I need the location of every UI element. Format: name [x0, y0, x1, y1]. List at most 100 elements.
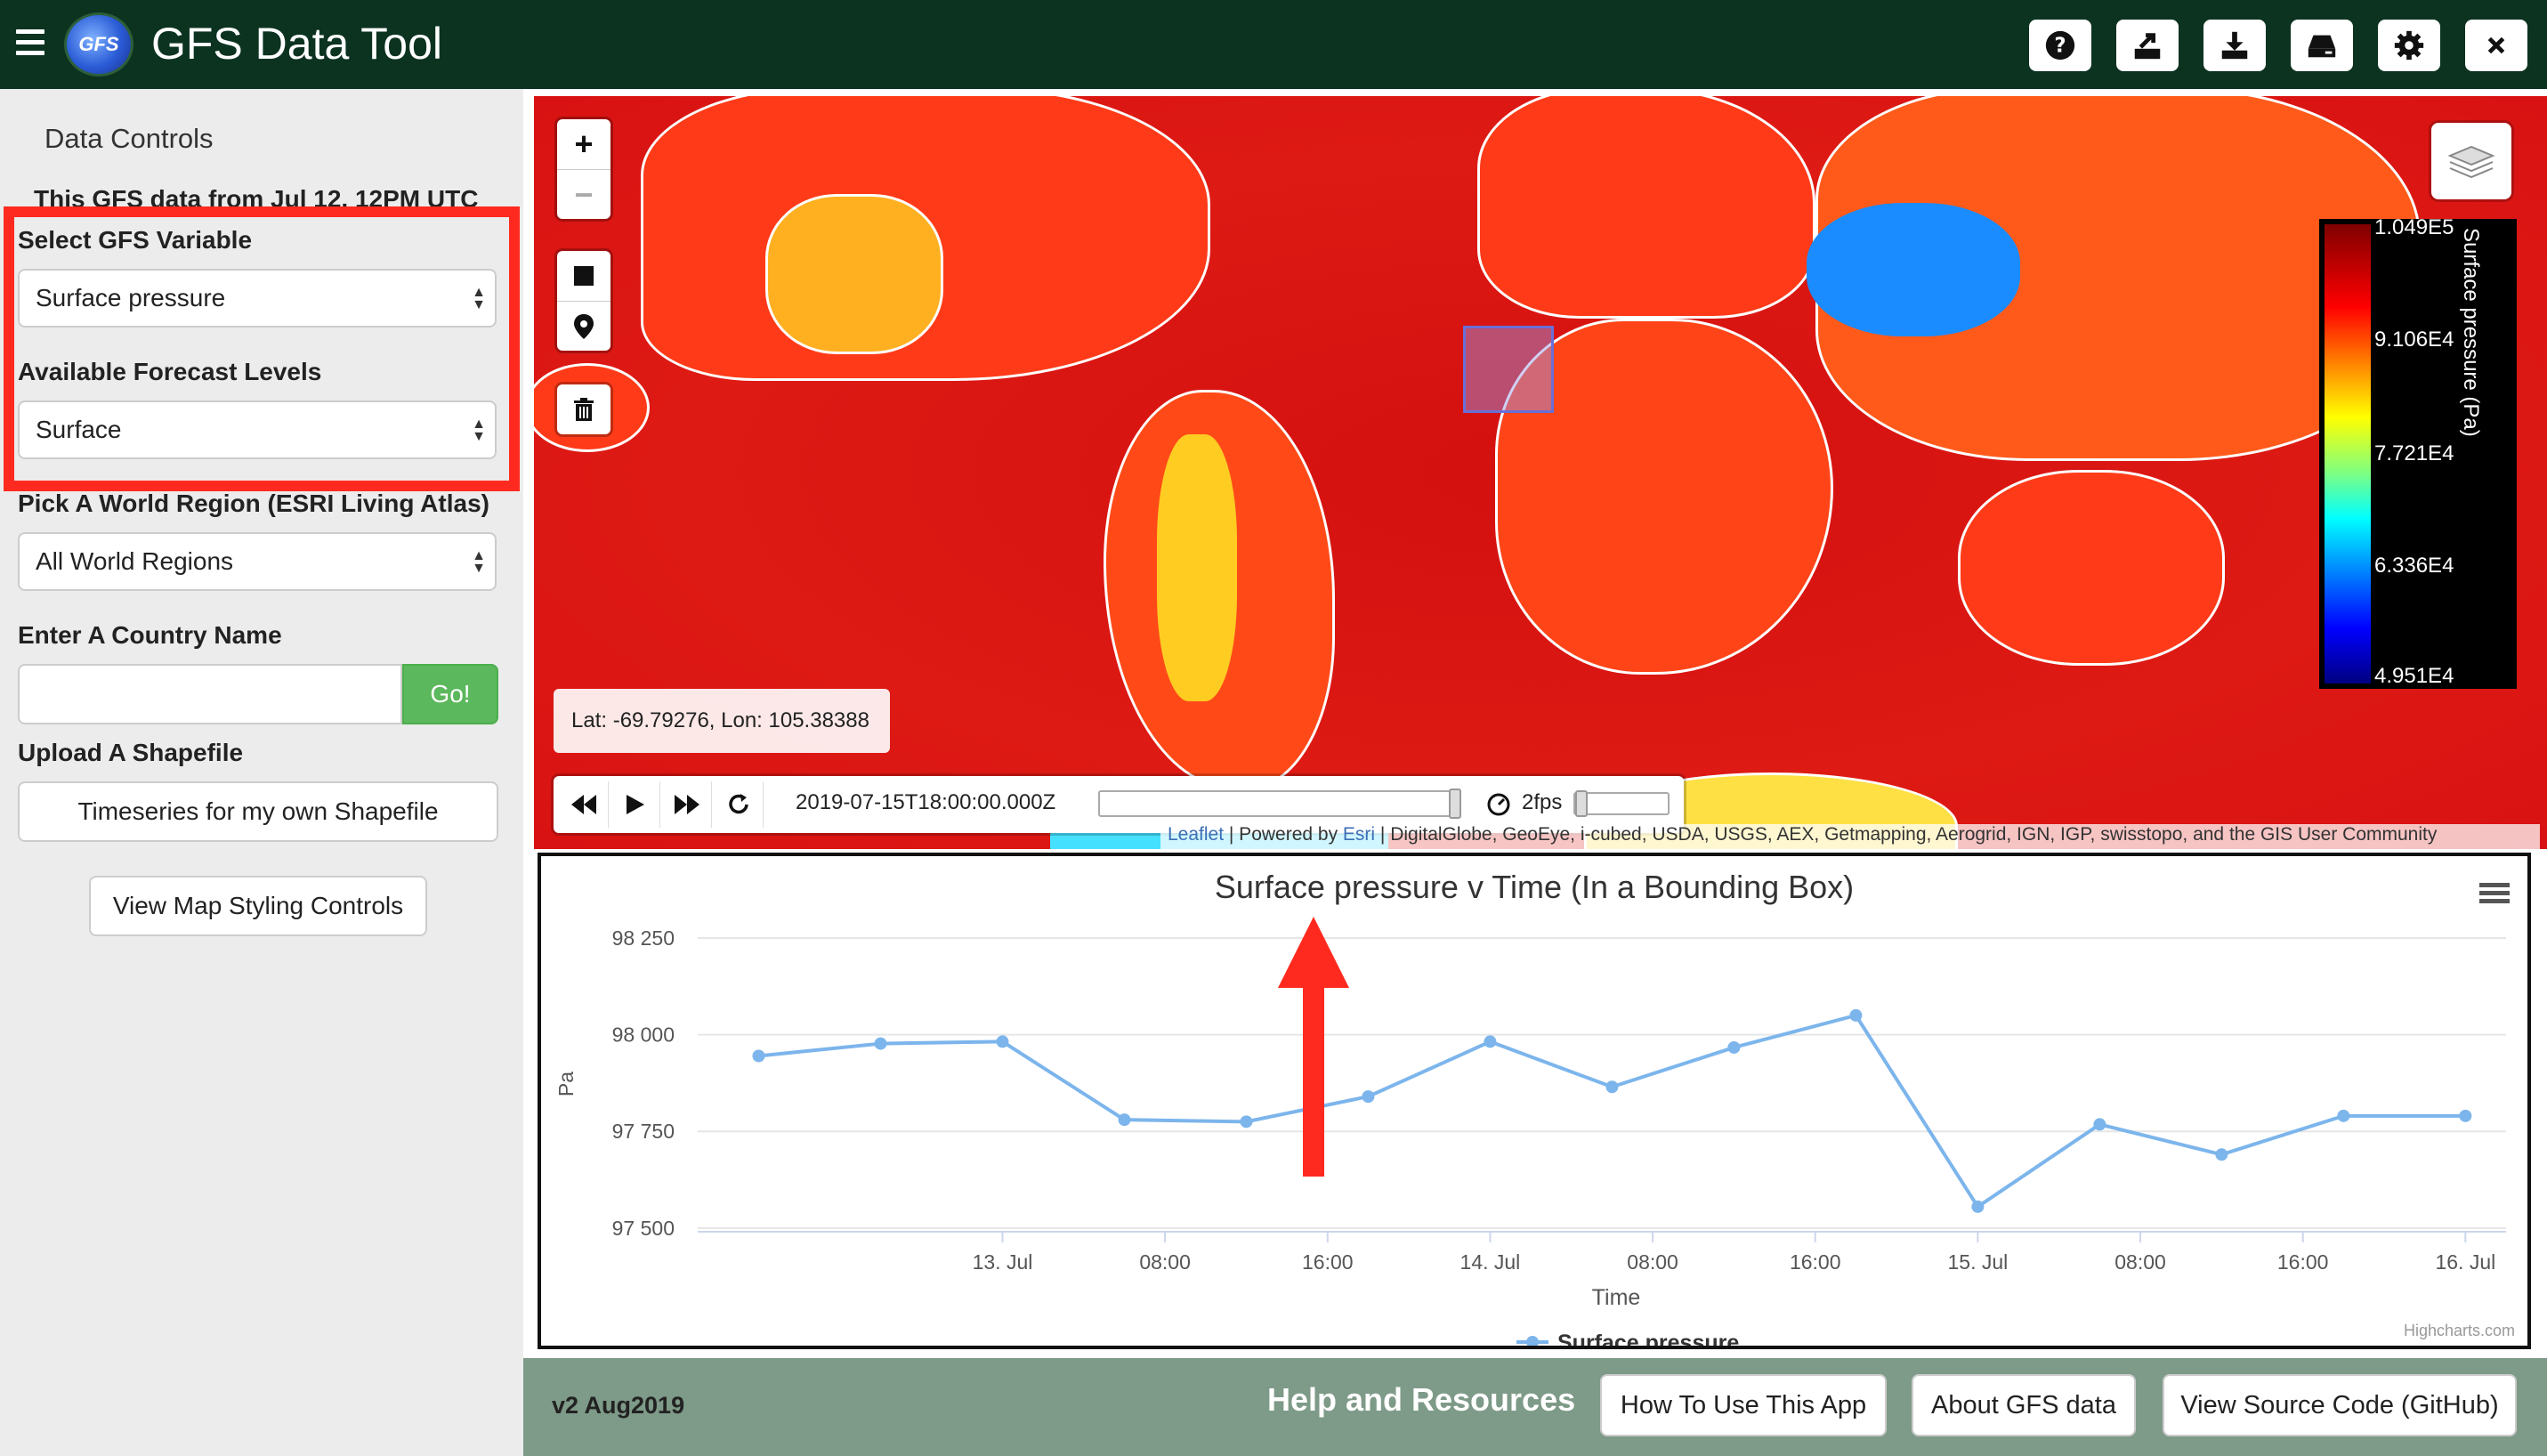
- layers-button[interactable]: [2431, 123, 2511, 199]
- y-tick-label: 98 000: [612, 1023, 675, 1047]
- map-styling-controls-button[interactable]: View Map Styling Controls: [89, 876, 427, 936]
- svg-text:?: ?: [2054, 35, 2066, 58]
- chart-svg: 98 250 98 000 97 750 97 500 13. Jul 08:00 16:0…: [554, 926, 2506, 1346]
- x-tick-label: 08:00: [1139, 1250, 1191, 1274]
- zoom-out-button[interactable]: −: [557, 169, 610, 219]
- red-annotation-arrow: [1278, 917, 1349, 1177]
- go-button[interactable]: Go!: [402, 664, 498, 724]
- data-point: [1240, 1115, 1253, 1128]
- loop-button[interactable]: [714, 781, 764, 828]
- data-point: [1849, 1008, 1863, 1022]
- levels-select[interactable]: Surface ▲ ▼: [18, 400, 497, 459]
- variable-select[interactable]: Surface pressure ▲ ▼: [18, 269, 497, 328]
- shapefile-timeseries-button[interactable]: Timeseries for my own Shapefile: [18, 781, 498, 842]
- y-tick-label: 97 500: [612, 1217, 675, 1240]
- leaflet-link[interactable]: Leaflet: [1168, 824, 1225, 845]
- time-slider[interactable]: [1098, 789, 1461, 819]
- x-tick-label: 15. Jul: [1947, 1250, 2008, 1274]
- time-slider-handle[interactable]: [1449, 789, 1461, 819]
- y-tick-label: 97 750: [612, 1120, 675, 1143]
- y-tick-label: 98 250: [612, 926, 675, 950]
- data-point: [1727, 1040, 1741, 1054]
- time-dimension-control: 2019-07-15T18:00:00.000Z 2fps: [554, 776, 1684, 833]
- country-label: Enter A Country Name: [18, 621, 282, 649]
- colorbar-tick: 1.049E5: [2374, 215, 2454, 239]
- legend-label: Surface pressure: [1557, 1331, 1739, 1346]
- gear-icon: [2394, 30, 2424, 61]
- x-tick-label: 16. Jul: [2435, 1250, 2495, 1274]
- about-gfs-button[interactable]: About GFS data: [1912, 1374, 2136, 1436]
- colorbar-tick: 7.721E4: [2374, 441, 2454, 465]
- download-icon: [2221, 31, 2248, 60]
- delete-shapes-button[interactable]: [557, 384, 610, 434]
- cursor-coordinates: Lat: -69.79276, Lon: 105.38388: [554, 689, 890, 753]
- data-point: [874, 1037, 887, 1050]
- refresh-icon: [728, 794, 748, 814]
- bounding-box-rectangle[interactable]: [1463, 326, 1554, 413]
- step-backward-button[interactable]: [559, 781, 609, 828]
- colorbar-tick: 9.106E4: [2374, 328, 2454, 352]
- legend-marker: [1526, 1336, 1539, 1346]
- help-icon: ?: [2045, 30, 2075, 61]
- delete-control: [557, 384, 610, 434]
- drive-button[interactable]: [2291, 20, 2353, 71]
- variable-label: Select GFS Variable: [18, 226, 253, 254]
- close-button[interactable]: [2465, 20, 2527, 71]
- draw-marker-button[interactable]: [557, 301, 610, 351]
- app-header: GFS GFS Data Tool ?: [0, 0, 2547, 89]
- colorbar-tick: 6.336E4: [2374, 554, 2454, 578]
- data-point: [1605, 1080, 1619, 1094]
- chart-title: Surface pressure v Time (In a Bounding B…: [1214, 869, 1855, 905]
- select-arrows-icon: ▲ ▼: [472, 417, 486, 444]
- draw-control: [557, 251, 610, 351]
- data-point: [1118, 1113, 1131, 1127]
- data-point: [2093, 1118, 2106, 1131]
- colorbar-title: Surface pressure (Pa): [2459, 228, 2483, 437]
- variable-select-value: Surface pressure: [36, 284, 226, 311]
- data-point: [1484, 1035, 1497, 1048]
- colorbar-gradient: [2325, 224, 2371, 684]
- fps-label: 2fps: [1522, 790, 1563, 814]
- current-time-label[interactable]: 2019-07-15T18:00:00.000Z: [796, 790, 1056, 814]
- export-button[interactable]: [2116, 20, 2179, 71]
- shapefile-label: Upload A Shapefile: [18, 739, 244, 766]
- esri-link[interactable]: Esri: [1342, 824, 1376, 845]
- colorbar-tick: 4.951E4: [2374, 664, 2454, 688]
- chart-credits[interactable]: Highcharts.com: [2403, 1322, 2515, 1339]
- square-icon: [574, 266, 594, 286]
- download-button[interactable]: [2203, 20, 2266, 71]
- play-icon: [626, 795, 644, 814]
- x-axis-title: Time: [1592, 1285, 1641, 1310]
- settings-button[interactable]: [2378, 20, 2440, 71]
- speed-icon: [1487, 793, 1510, 816]
- country-name-input[interactable]: [18, 664, 402, 724]
- drive-icon: [2308, 35, 2336, 58]
- data-point: [2337, 1109, 2350, 1122]
- region-select[interactable]: All World Regions ▲ ▼: [18, 532, 497, 591]
- version-label: v2 Aug2019: [552, 1392, 685, 1419]
- zoom-in-button[interactable]: +: [574, 125, 594, 162]
- fast-backward-icon: [570, 795, 596, 814]
- land-europe: [1477, 96, 1815, 319]
- chart-context-menu-icon[interactable]: [2479, 883, 2510, 907]
- fps-slider-handle[interactable]: [1575, 790, 1588, 817]
- y-axis-title: Pa: [554, 1072, 578, 1096]
- view-source-button[interactable]: View Source Code (GitHub): [2163, 1374, 2517, 1436]
- colorbar-title-wrap: Surface pressure (Pa): [2451, 228, 2486, 477]
- land-australia: [1958, 470, 2225, 666]
- land-rockies: [765, 194, 943, 354]
- data-point: [2459, 1109, 2472, 1122]
- hamburger-menu-icon[interactable]: [16, 29, 44, 56]
- attribution-text: | Powered by: [1224, 824, 1343, 845]
- close-icon: [2487, 36, 2505, 54]
- land-andes: [1157, 434, 1237, 701]
- draw-rectangle-button[interactable]: [557, 251, 610, 301]
- play-button[interactable]: [610, 781, 660, 828]
- levels-label: Available Forecast Levels: [18, 358, 322, 385]
- fps-slider[interactable]: [1573, 790, 1670, 817]
- x-tick-label: 08:00: [2114, 1250, 2166, 1274]
- step-forward-button[interactable]: [662, 781, 712, 828]
- help-button[interactable]: ?: [2029, 20, 2091, 71]
- map-view[interactable]: [534, 96, 2547, 849]
- how-to-use-button[interactable]: How To Use This App: [1600, 1374, 1887, 1436]
